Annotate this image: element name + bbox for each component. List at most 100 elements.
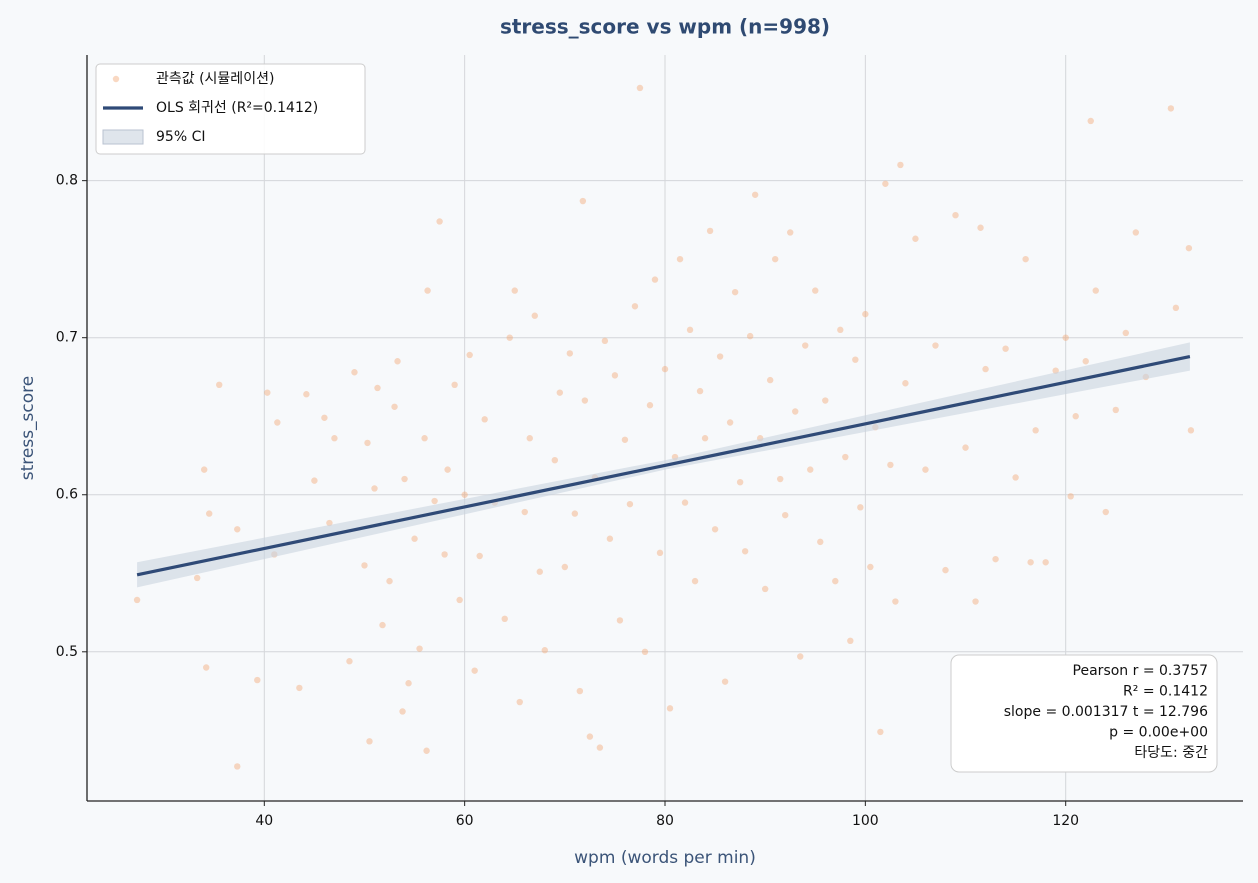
scatter-point: [842, 453, 849, 461]
scatter-point: [812, 287, 819, 294]
y-axis-label: stress_score: [18, 376, 38, 481]
scatter-point: [731, 288, 739, 296]
scatter-point: [1002, 345, 1009, 352]
scatter-point: [371, 485, 378, 492]
scatter-point: [1122, 329, 1129, 337]
scatter-point: [581, 397, 589, 404]
scatter-point: [1092, 287, 1099, 294]
scatter-point: [651, 276, 659, 283]
scatter-point: [962, 444, 969, 451]
stats-text: 타당도: 중간: [1134, 745, 1208, 761]
scatter-point: [686, 326, 694, 334]
scatter-point: [1072, 413, 1079, 420]
scatter-point: [877, 728, 884, 736]
scatter-point: [616, 617, 624, 624]
scatter-point: [621, 436, 629, 443]
scatter-point: [501, 615, 508, 623]
scatter-point: [761, 585, 769, 593]
stats-text: slope = 0.001317 t = 12.796: [1004, 704, 1208, 720]
scatter-point: [706, 227, 714, 235]
scatter-point: [216, 381, 223, 389]
scatter-point: [922, 466, 929, 473]
legend-label: 95% CI: [156, 129, 205, 145]
x-tick-label: 40: [255, 813, 273, 829]
scatter-point: [606, 535, 614, 542]
scatter-point: [399, 708, 406, 715]
scatter-point: [701, 435, 709, 442]
legend-marker: [102, 129, 144, 145]
scatter-point: [441, 551, 448, 558]
y-tick-label: 0.5: [56, 644, 78, 660]
scatter-point: [646, 402, 654, 409]
scatter-point: [666, 705, 674, 712]
scatter-point: [661, 365, 669, 373]
scatter-point: [531, 312, 538, 319]
scatter-point: [234, 526, 241, 533]
scatter-point: [782, 511, 789, 519]
legend-label: 관측값 (시뮬레이션): [156, 71, 274, 87]
scatter-point: [716, 353, 724, 360]
scatter-point: [364, 439, 371, 447]
scatter-point: [721, 678, 729, 685]
scatter-point: [254, 676, 261, 684]
scatter-point: [802, 342, 809, 349]
scatter-point: [1012, 474, 1019, 481]
scatter-point: [741, 548, 749, 555]
scatter-point: [776, 475, 784, 483]
scatter-point: [521, 508, 528, 516]
scatter-point: [361, 562, 368, 569]
scatter-point: [296, 684, 303, 692]
scatter-point: [1082, 358, 1089, 365]
scatter-point: [566, 350, 574, 357]
scatter-point: [506, 334, 513, 341]
scatter-point: [516, 698, 523, 706]
scatter-point: [751, 191, 759, 198]
x-tick-label: 100: [852, 813, 879, 829]
y-tick-label: 0.7: [56, 330, 78, 346]
scatter-point: [982, 365, 989, 373]
scatter-point: [771, 255, 779, 263]
scatter-point: [374, 384, 381, 392]
scatter-point: [832, 577, 839, 585]
scatter-point: [1022, 255, 1029, 263]
scatter-point: [596, 744, 604, 751]
scatter-point: [1032, 427, 1039, 434]
scatter-point: [421, 435, 428, 442]
scatter-point: [461, 491, 468, 498]
scatter-point: [391, 403, 398, 410]
y-tick-label: 0.8: [56, 173, 78, 189]
scatter-point: [394, 358, 401, 365]
scatter-point: [201, 466, 208, 473]
scatter-point: [579, 197, 587, 205]
scatter-point: [264, 389, 271, 396]
scatter-point: [133, 596, 141, 604]
scatter-point: [862, 310, 869, 318]
scatter-point: [476, 552, 483, 560]
scatter-point: [797, 653, 804, 660]
scatter-point: [817, 538, 824, 546]
stats-text: p = 0.00e+00: [1109, 725, 1208, 741]
scatter-point: [1112, 406, 1119, 414]
scatter-point: [366, 738, 373, 745]
scatter-point: [436, 218, 443, 225]
scatter-point: [1185, 244, 1193, 252]
scatter-point: [234, 763, 241, 770]
scatter-point: [766, 376, 774, 384]
scatter-point: [416, 645, 423, 652]
scatter-point: [1062, 334, 1069, 341]
scatter-point: [536, 568, 543, 575]
scatter-point: [897, 161, 904, 169]
scatter-point: [456, 596, 463, 604]
stats-text: Pearson r = 0.3757: [1073, 663, 1208, 679]
scatter-point: [852, 356, 859, 363]
scatter-point: [992, 555, 999, 563]
stats-box: [950, 654, 1218, 773]
regression-line: [136, 354, 1191, 577]
scatter-point: [857, 504, 864, 511]
scatter-point: [867, 563, 874, 571]
scatter-point: [311, 477, 318, 484]
scatter-point: [561, 563, 569, 571]
scatter-point: [676, 255, 684, 263]
scatter-point: [892, 598, 899, 605]
